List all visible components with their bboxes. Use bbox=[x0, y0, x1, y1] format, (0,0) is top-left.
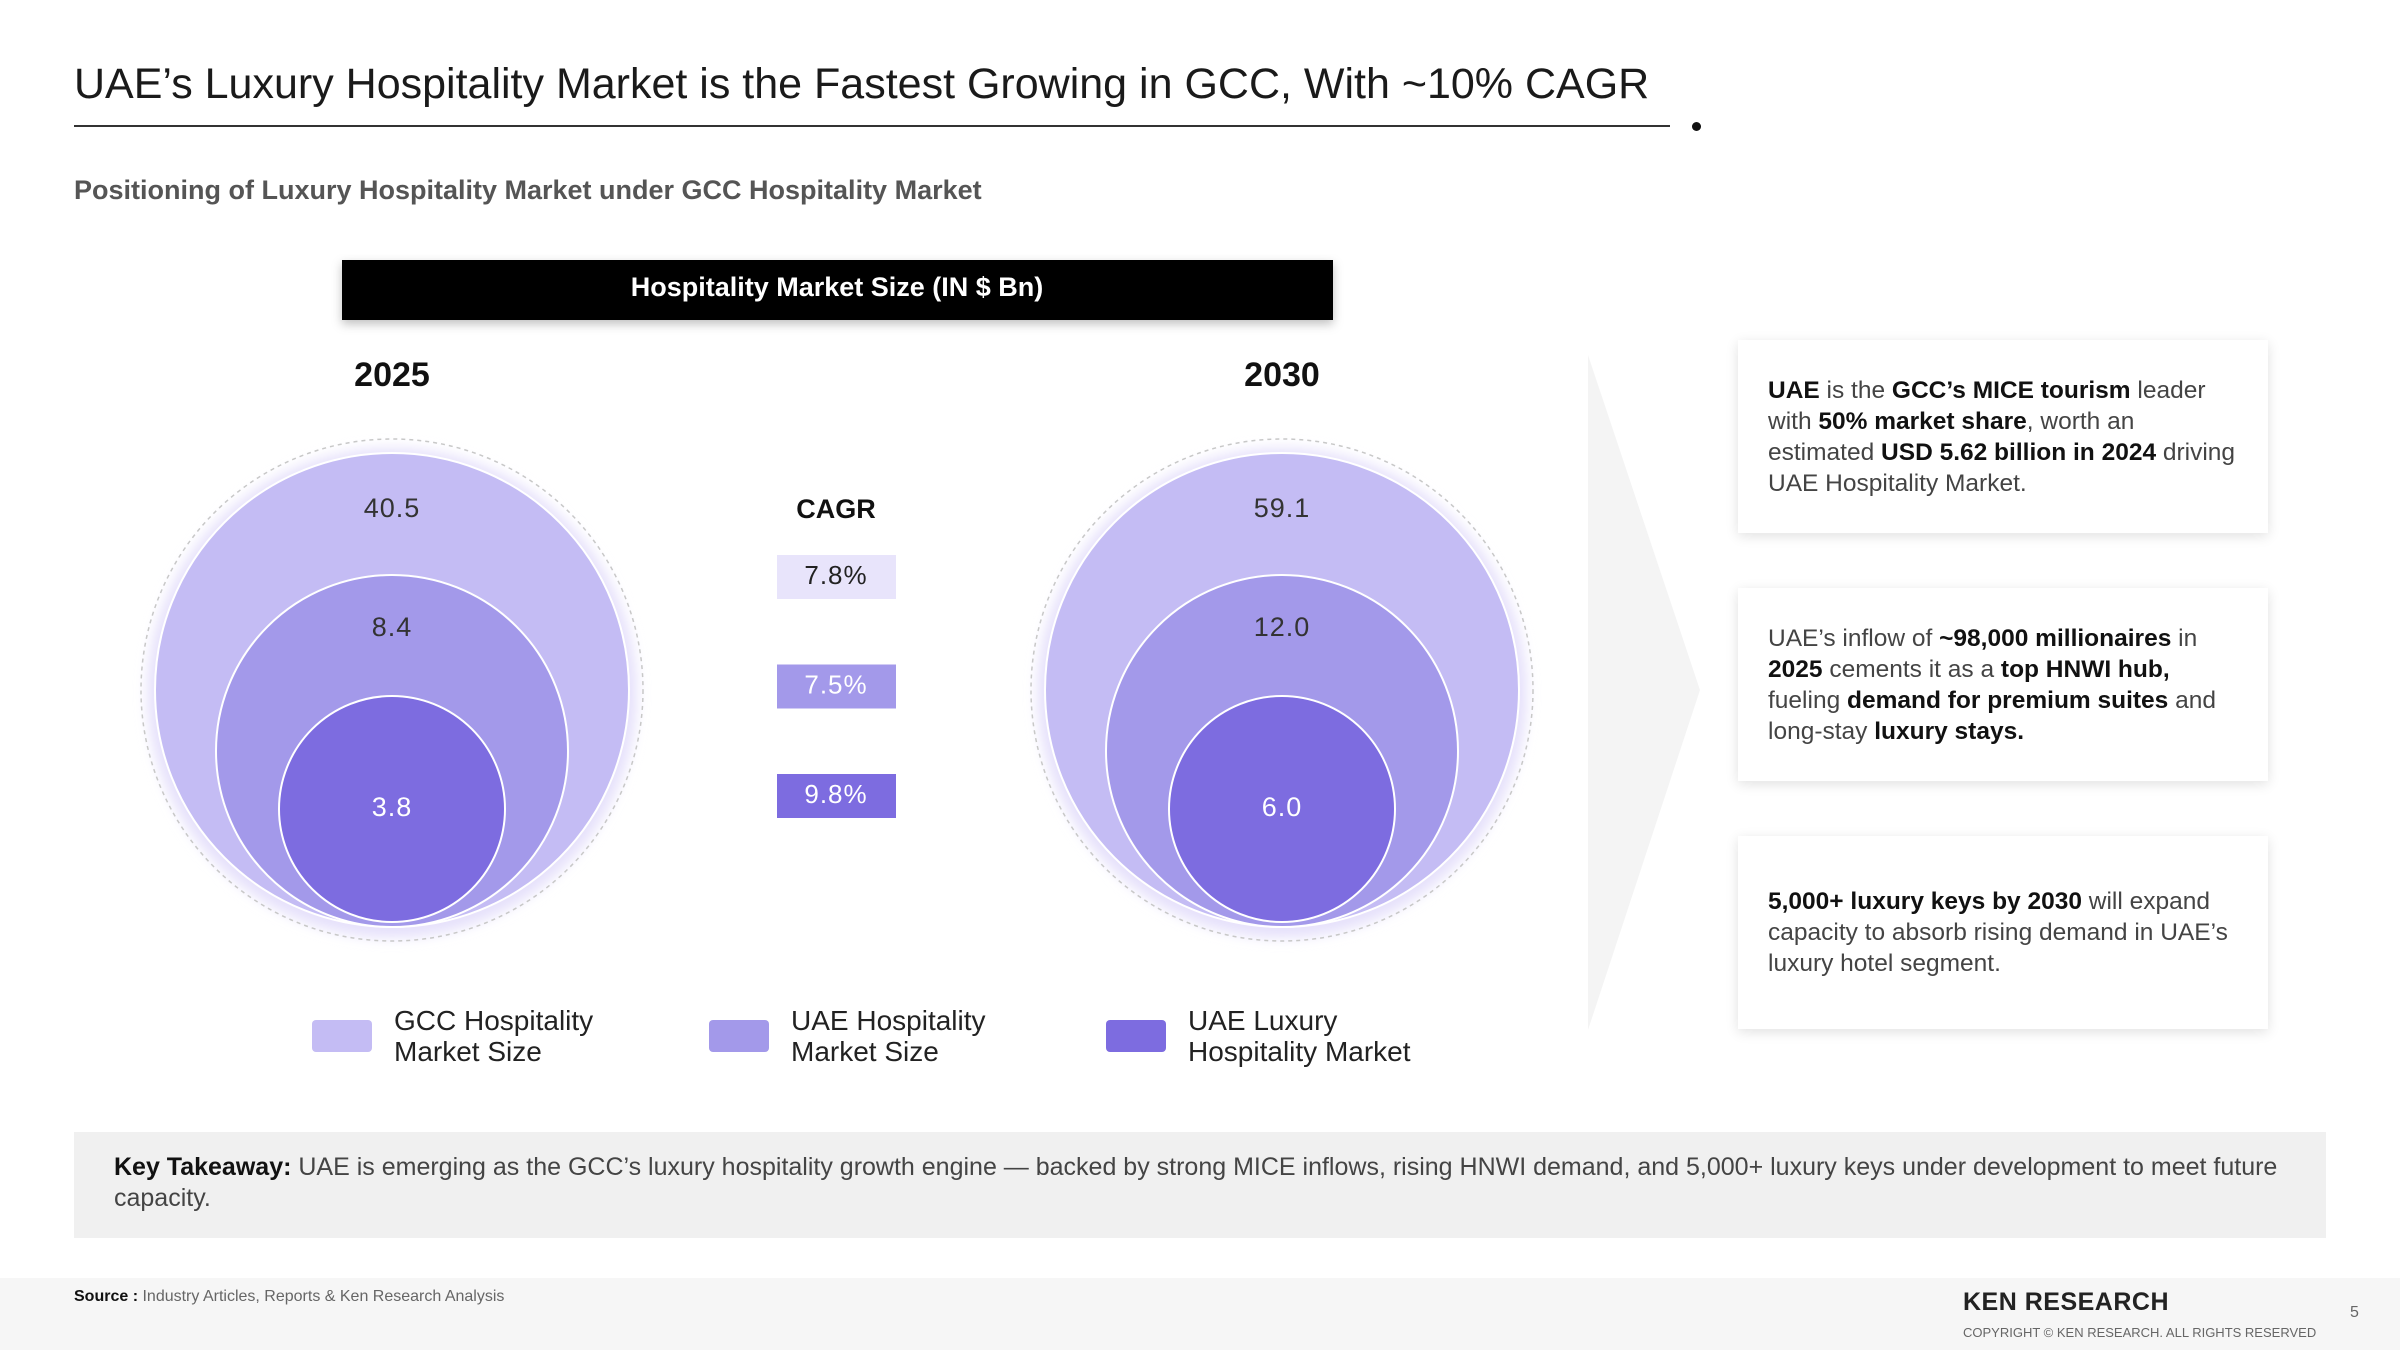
cagr-box bbox=[777, 555, 896, 599]
value-label: 59.1 bbox=[1254, 493, 1311, 523]
value-label: 3.8 bbox=[372, 792, 413, 822]
insight-card: 5,000+ luxury keys by 2030 will expand c… bbox=[1738, 836, 2268, 1029]
card-text-run: in bbox=[2171, 624, 2198, 652]
cagr-value: 9.8% bbox=[804, 779, 867, 809]
value-label: 40.5 bbox=[364, 493, 421, 523]
subtitle: Positioning of Luxury Hospitality Market… bbox=[74, 175, 982, 205]
insight-card: UAE’s inflow of ~98,000 millionaires in … bbox=[1738, 588, 2268, 781]
card-text-run: cements it as a bbox=[1822, 655, 2001, 683]
card-text-run: ~98,000 millionaires bbox=[1939, 624, 2172, 652]
card-text-run: GCC’s MICE tourism bbox=[1891, 376, 2131, 404]
takeaway-label: Key Takeaway: bbox=[114, 1153, 292, 1181]
logo: KEN RESEARCH bbox=[1963, 1288, 2170, 1316]
takeaway-text: UAE is emerging as the GCC’s luxury hosp… bbox=[114, 1153, 2278, 1212]
legend-label: UAE Luxury Hospitality Market bbox=[1188, 1005, 1411, 1067]
source: Source : Industry Articles, Reports & Ke… bbox=[74, 1288, 504, 1306]
value-label: 8.4 bbox=[372, 612, 413, 642]
card-text-run: 50% market share bbox=[1818, 407, 2027, 435]
card-text-run: leader with bbox=[1768, 376, 2206, 435]
key-takeaway: Key Takeaway: UAE is emerging as the GCC… bbox=[74, 1132, 2326, 1238]
market-circle bbox=[1168, 695, 1396, 923]
title: UAE’s Luxury Hospitality Market is the F… bbox=[74, 60, 1650, 108]
card-text-run: UAE’s inflow of bbox=[1768, 624, 1940, 652]
card-text-run: and long-stay bbox=[1768, 686, 2216, 745]
card-text: UAE is the GCC’s MICE tourism leader wit… bbox=[1768, 375, 2238, 499]
value-label: 6.0 bbox=[1262, 792, 1303, 822]
chart-title: Hospitality Market Size (IN $ Bn) bbox=[631, 272, 1044, 302]
source-label: Source : bbox=[74, 1288, 139, 1305]
market-circle bbox=[278, 695, 506, 923]
value-label: 12.0 bbox=[1254, 612, 1311, 642]
cagr-value: 7.5% bbox=[804, 669, 867, 699]
cagr-label: CAGR bbox=[796, 494, 876, 524]
cagr-value: 7.8% bbox=[804, 560, 867, 590]
card-text: UAE’s inflow of ~98,000 millionaires in … bbox=[1768, 623, 2238, 747]
card-text-run: luxury stays. bbox=[1874, 717, 2025, 745]
title-dot bbox=[1692, 122, 1701, 131]
card-text-run: top HNWI hub, bbox=[2000, 655, 2170, 683]
chart: Hospitality Market Size (IN $ Bn) 2025 40… bbox=[140, 260, 1700, 1030]
legend-swatch bbox=[312, 1020, 372, 1052]
insight-card: UAE is the GCC’s MICE tourism leader wit… bbox=[1738, 340, 2268, 533]
page-number: 5 bbox=[2350, 1304, 2359, 1321]
dashed-ring bbox=[140, 438, 644, 942]
card-text-run: USD 5.62 billion in 2024 bbox=[1881, 438, 2157, 466]
card-text-run: will expand capacity to absorb rising de… bbox=[1768, 888, 2228, 977]
card-text: 5,000+ luxury keys by 2030 will expand c… bbox=[1768, 886, 2238, 979]
card-text-run: fueling bbox=[1768, 686, 1848, 714]
year-label: 2025 bbox=[354, 356, 430, 394]
chart-title-banner bbox=[342, 260, 1333, 320]
legend-label: GCC Hospitality Market Size bbox=[394, 1005, 594, 1067]
card-text-run: 2025 bbox=[1768, 655, 1823, 683]
card-text-run: , worth an estimated bbox=[1768, 407, 2135, 466]
chevron bbox=[1588, 355, 1700, 1030]
card-text-run: driving UAE Hospitality Market. bbox=[1768, 438, 2236, 497]
source-text: Industry Articles, Reports & Ken Researc… bbox=[142, 1288, 505, 1305]
card-text-run: demand for premium suites bbox=[1847, 686, 2169, 714]
cagr-box bbox=[777, 664, 896, 709]
copyright: COPYRIGHT © KEN RESEARCH. ALL RIGHTS RES… bbox=[1963, 1325, 2317, 1340]
card-text-run: UAE bbox=[1768, 376, 1820, 404]
legend-label: UAE Hospitality Market Size bbox=[791, 1005, 986, 1067]
footer bbox=[0, 1278, 2400, 1350]
title-rule bbox=[74, 125, 1670, 127]
legend-swatch bbox=[709, 1020, 769, 1052]
card-text-run: is the bbox=[1819, 376, 1892, 404]
dashed-ring bbox=[1030, 438, 1534, 942]
year-label: 2030 bbox=[1244, 356, 1320, 394]
card-text-run: 5,000+ luxury keys by 2030 bbox=[1768, 888, 2082, 915]
cagr-box bbox=[777, 774, 896, 818]
legend-swatch bbox=[1106, 1020, 1166, 1052]
